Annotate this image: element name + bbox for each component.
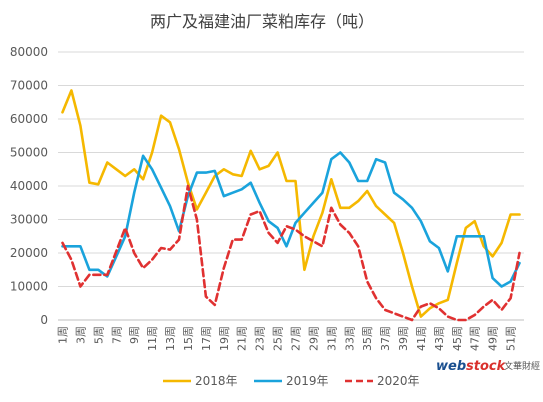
y-tick-label: 30000 — [10, 213, 48, 227]
x-tick-label: 15周 — [182, 326, 195, 351]
x-tick-label: 13周 — [164, 326, 177, 351]
y-tick-label: 80000 — [10, 45, 48, 59]
x-tick-label: 33周 — [343, 326, 356, 351]
x-tick-label: 7周 — [110, 326, 123, 344]
x-tick-label: 17周 — [200, 326, 213, 351]
y-tick-label: 50000 — [10, 146, 48, 160]
x-tick-label: 3周 — [74, 326, 87, 344]
x-tick-label: 39周 — [397, 326, 410, 351]
x-tick-label: 5周 — [92, 326, 105, 344]
x-tick-label: 25周 — [272, 326, 285, 351]
y-axis: 0 10000 20000 30000 40000 50000 60000 70000 8000… — [10, 45, 48, 327]
x-tick-label: 27周 — [289, 326, 302, 351]
x-tick-label: 11周 — [146, 326, 159, 351]
x-tick-label: 29周 — [307, 326, 320, 351]
x-tick-label: 41周 — [415, 326, 428, 351]
watermark-brand-stock: stock — [466, 359, 507, 374]
watermark-brand-cn: 文華財經 — [504, 360, 540, 372]
series-line-2 — [61, 151, 521, 288]
legend-label: 2020年 — [377, 374, 420, 388]
x-axis: 1周 3周 5周 7周 9周 11周 13周 15周 17周 19周 21周 23周 25周 27周 29周… — [56, 319, 524, 351]
y-tick-label: 70000 — [10, 79, 48, 93]
x-tick-label: 45周 — [451, 326, 464, 351]
x-tick-label: 19周 — [218, 326, 231, 351]
legend-label: 2018年 — [195, 374, 238, 388]
y-tick-label: 20000 — [10, 246, 48, 260]
x-tick-label: 37周 — [379, 326, 392, 351]
x-tick-label: 21周 — [236, 326, 249, 351]
watermark-brand-web: web — [436, 359, 466, 374]
series-line-3 — [61, 184, 521, 322]
x-tick-label: 1周 — [56, 326, 69, 344]
chart-title: 两广及福建油厂菜粕库存（吨） — [150, 12, 374, 31]
x-tick-label: 49周 — [487, 326, 500, 351]
x-tick-label: 31周 — [325, 326, 338, 351]
x-tick-label: 35周 — [361, 326, 374, 351]
x-tick-label: 43周 — [433, 326, 446, 351]
y-tick-label: 10000 — [10, 280, 48, 294]
x-tick-label: 47周 — [469, 326, 482, 351]
y-tick-label: 40000 — [10, 179, 48, 193]
legend: 2018年 2019年 2020年 — [163, 374, 420, 388]
x-tick-label: 51周 — [505, 326, 518, 351]
x-tick-label: 9周 — [128, 326, 141, 344]
y-tick-label: 60000 — [10, 112, 48, 126]
watermark-logo: web stock 文華財經 — [436, 359, 540, 374]
legend-label: 2019年 — [286, 374, 329, 388]
y-tick-label: 0 — [40, 313, 48, 327]
x-tick-label: 23周 — [254, 326, 267, 351]
series-lines — [61, 89, 521, 322]
